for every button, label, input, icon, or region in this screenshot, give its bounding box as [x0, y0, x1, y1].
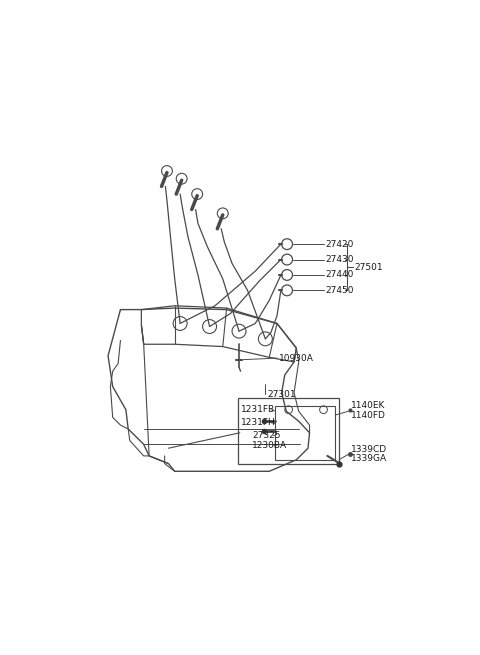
Text: 1230BA: 1230BA — [252, 441, 288, 451]
Text: 27325: 27325 — [252, 432, 281, 440]
Text: 1140FD: 1140FD — [351, 411, 386, 420]
Bar — [276, 406, 335, 460]
Text: 27420: 27420 — [325, 240, 353, 249]
Text: 1140EK: 1140EK — [351, 402, 386, 410]
Text: 27450: 27450 — [325, 286, 354, 295]
Text: 27430: 27430 — [325, 255, 354, 264]
Text: 27440: 27440 — [325, 271, 353, 280]
Text: 10930A: 10930A — [278, 354, 313, 363]
Text: 1231FH: 1231FH — [240, 419, 276, 427]
Text: 27501: 27501 — [355, 263, 383, 272]
Text: 27301: 27301 — [268, 390, 296, 399]
Bar — [238, 398, 339, 464]
Text: 1231FB: 1231FB — [240, 405, 275, 414]
Text: 1339GA: 1339GA — [351, 455, 387, 464]
Text: 1339CD: 1339CD — [351, 445, 387, 454]
